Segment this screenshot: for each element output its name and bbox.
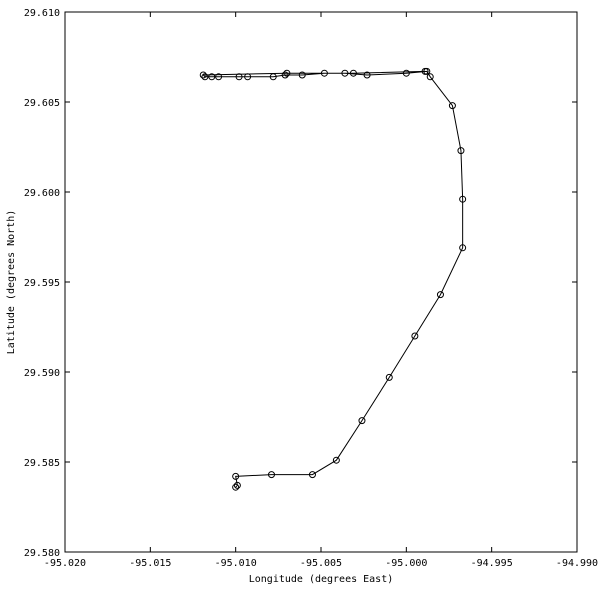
track-point [426, 73, 434, 81]
track-point [208, 73, 216, 81]
track-point [358, 417, 366, 425]
track-point [235, 73, 243, 81]
x-tick-label: -95.015 [129, 558, 171, 569]
y-tick-label: 29.595 [24, 278, 60, 289]
y-tick-label: 29.600 [24, 188, 60, 199]
y-tick-label: 29.585 [24, 458, 60, 469]
track-line [202, 70, 464, 488]
x-tick-label: -95.005 [300, 558, 342, 569]
track-point [320, 69, 328, 77]
track-point [244, 73, 252, 81]
plot-frame [64, 11, 578, 553]
track-point [402, 69, 410, 77]
track-point [457, 147, 465, 155]
track-point [459, 195, 467, 203]
track-point [232, 472, 240, 480]
track-point [436, 291, 444, 299]
y-tick-label: 29.590 [24, 368, 60, 379]
x-tick-label: -94.990 [556, 558, 598, 569]
track-point [459, 244, 467, 252]
track-point [233, 481, 241, 489]
track-point [421, 67, 429, 75]
track-point [232, 483, 240, 491]
y-tick-label: 29.605 [24, 98, 60, 109]
track-point [283, 69, 291, 77]
y-axis-label: Latitude (degrees North) [6, 210, 17, 355]
x-tick-label: -94.995 [471, 558, 513, 569]
track-point [269, 73, 277, 81]
track-point [199, 71, 207, 79]
track-point [363, 71, 371, 79]
y-tick-label: 29.580 [24, 548, 60, 559]
track-point [332, 456, 340, 464]
track-point [215, 73, 223, 81]
track-point [201, 73, 209, 81]
track-point [298, 71, 306, 79]
track-point [308, 471, 316, 479]
track-point [411, 332, 419, 340]
track-point [341, 69, 349, 77]
track-point [448, 102, 456, 110]
x-tick-label: -95.020 [44, 558, 86, 569]
track-point [385, 373, 393, 381]
track-point [268, 471, 276, 479]
track-point [349, 69, 357, 77]
track-point [281, 71, 289, 79]
y-tick-label: 29.610 [24, 8, 60, 19]
x-tick-label: -95.000 [385, 558, 427, 569]
x-axis-label: Longitude (degrees East) [249, 574, 394, 585]
x-tick-label: -95.010 [215, 558, 257, 569]
